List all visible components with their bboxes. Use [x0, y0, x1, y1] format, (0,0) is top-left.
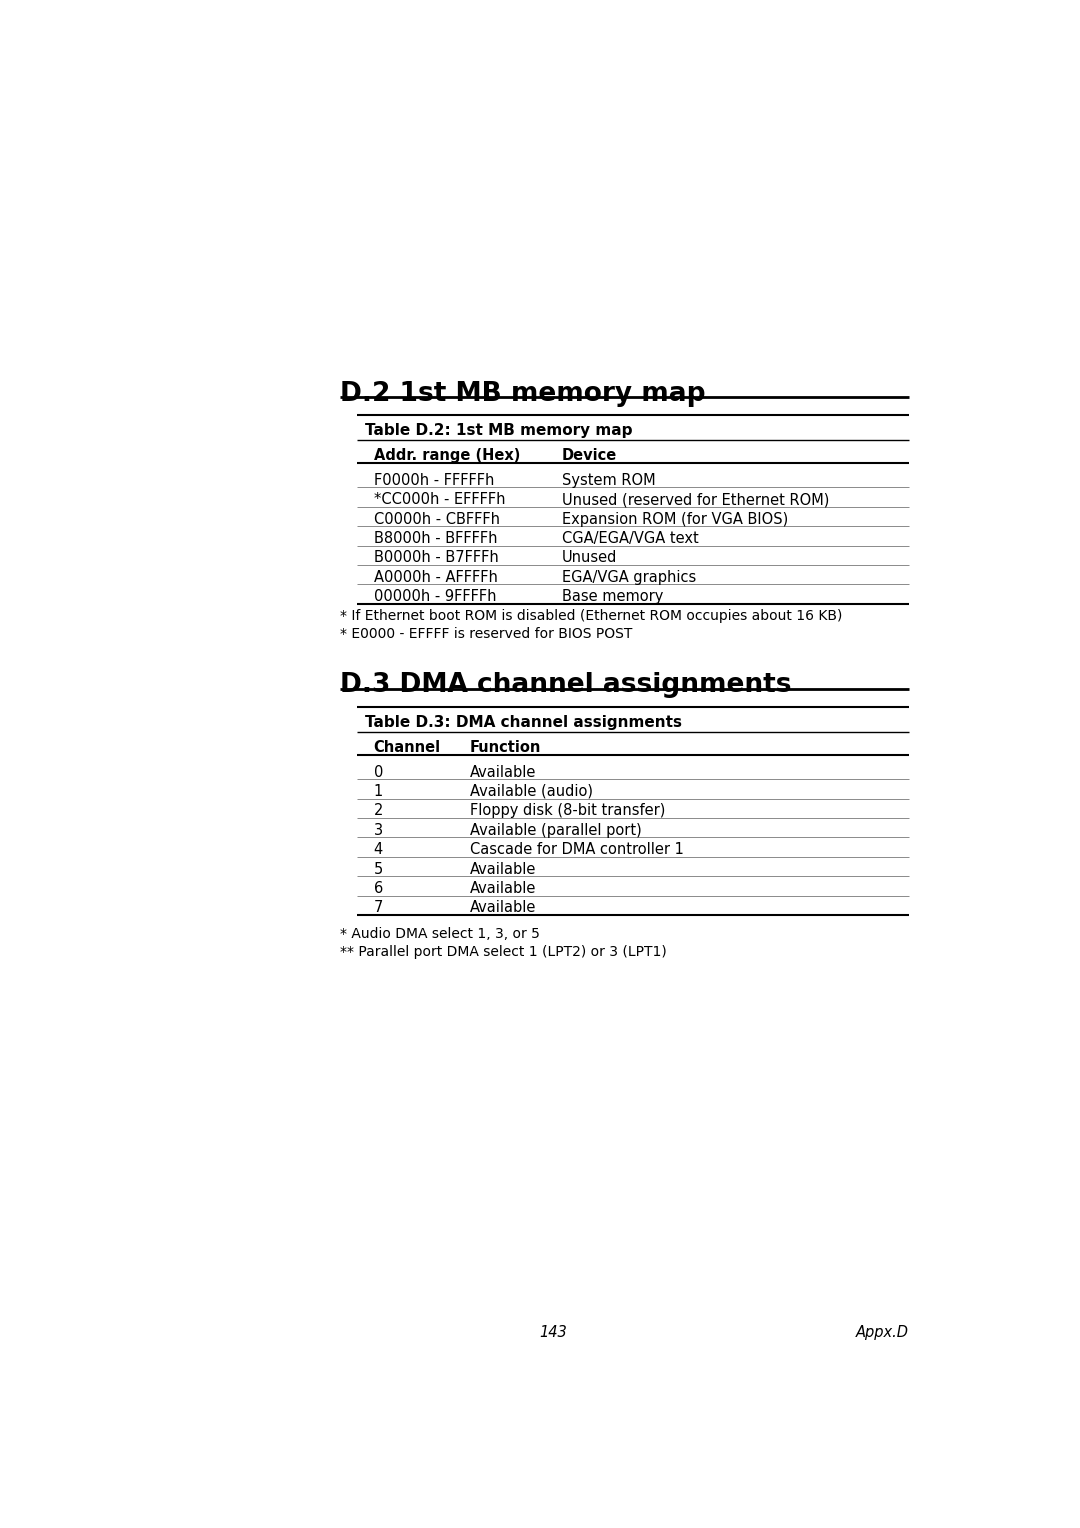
Text: Expansion ROM (for VGA BIOS): Expansion ROM (for VGA BIOS)	[562, 512, 788, 527]
Text: 1: 1	[374, 784, 382, 799]
Text: System ROM: System ROM	[562, 472, 656, 487]
Text: Available: Available	[470, 882, 536, 895]
Text: Base memory: Base memory	[562, 590, 663, 604]
Text: 7: 7	[374, 900, 383, 915]
Text: Table D.2: 1st MB memory map: Table D.2: 1st MB memory map	[365, 423, 633, 439]
Text: Available (audio): Available (audio)	[470, 784, 593, 799]
Text: *CC000h - EFFFFh: *CC000h - EFFFFh	[374, 492, 505, 507]
Text: Available: Available	[470, 764, 536, 779]
Text: A0000h - AFFFFh: A0000h - AFFFFh	[374, 570, 498, 585]
Text: Unused (reserved for Ethernet ROM): Unused (reserved for Ethernet ROM)	[562, 492, 829, 507]
Text: Function: Function	[470, 740, 541, 755]
Text: C0000h - CBFFFh: C0000h - CBFFFh	[374, 512, 500, 527]
Text: Device: Device	[562, 448, 617, 463]
Text: 3: 3	[374, 822, 382, 837]
Text: F0000h - FFFFFh: F0000h - FFFFFh	[374, 472, 494, 487]
Text: EGA/VGA graphics: EGA/VGA graphics	[562, 570, 697, 585]
Text: Table D.3: DMA channel assignments: Table D.3: DMA channel assignments	[365, 715, 683, 730]
Text: Available (parallel port): Available (parallel port)	[470, 822, 642, 837]
Text: D.2 1st MB memory map: D.2 1st MB memory map	[340, 380, 705, 406]
Text: 0: 0	[374, 764, 383, 779]
Text: Available: Available	[470, 900, 536, 915]
Text: 00000h - 9FFFFh: 00000h - 9FFFFh	[374, 590, 496, 604]
Text: * If Ethernet boot ROM is disabled (Ethernet ROM occupies about 16 KB): * If Ethernet boot ROM is disabled (Ethe…	[340, 610, 842, 623]
Text: Cascade for DMA controller 1: Cascade for DMA controller 1	[470, 842, 684, 857]
Text: ** Parallel port DMA select 1 (LPT2) or 3 (LPT1): ** Parallel port DMA select 1 (LPT2) or …	[340, 944, 666, 958]
Text: 143: 143	[540, 1325, 567, 1340]
Text: 6: 6	[374, 882, 382, 895]
Text: Channel: Channel	[374, 740, 441, 755]
Text: Addr. range (Hex): Addr. range (Hex)	[374, 448, 519, 463]
Text: Unused: Unused	[562, 550, 618, 565]
Text: * Audio DMA select 1, 3, or 5: * Audio DMA select 1, 3, or 5	[340, 927, 540, 941]
Text: * E0000 - EFFFF is reserved for BIOS POST: * E0000 - EFFFF is reserved for BIOS POS…	[340, 626, 633, 640]
Text: Appx.D: Appx.D	[856, 1325, 909, 1340]
Text: CGA/EGA/VGA text: CGA/EGA/VGA text	[562, 532, 699, 545]
Text: Available: Available	[470, 862, 536, 877]
Text: D.3 DMA channel assignments: D.3 DMA channel assignments	[340, 672, 792, 698]
Text: 4: 4	[374, 842, 382, 857]
Text: B8000h - BFFFFh: B8000h - BFFFFh	[374, 532, 497, 545]
Text: Floppy disk (8-bit transfer): Floppy disk (8-bit transfer)	[470, 804, 665, 819]
Text: B0000h - B7FFFh: B0000h - B7FFFh	[374, 550, 498, 565]
Text: 2: 2	[374, 804, 383, 819]
Text: 5: 5	[374, 862, 382, 877]
